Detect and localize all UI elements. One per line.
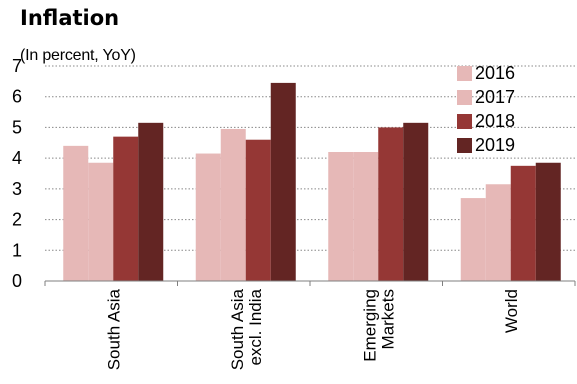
y-tick-label: 1 — [12, 240, 22, 260]
bar-2016 — [63, 145, 89, 281]
legend-swatch — [457, 137, 472, 153]
y-tick-label: 4 — [12, 148, 22, 168]
legend-item: 2016 — [457, 61, 515, 85]
legend-item: 2017 — [457, 85, 515, 109]
y-tick-label: 5 — [12, 117, 22, 137]
legend-item: 2018 — [457, 109, 515, 133]
bar-2019 — [138, 122, 164, 281]
legend-item: 2019 — [457, 133, 515, 157]
x-tick-label: Markets — [378, 289, 397, 349]
bar-2017 — [353, 152, 379, 281]
bar-2019 — [535, 162, 561, 281]
bar-2016 — [195, 153, 221, 281]
legend-swatch — [457, 89, 472, 105]
y-tick-label: 2 — [12, 210, 22, 230]
y-tick-label: 3 — [12, 179, 22, 199]
x-tick-label: Emerging — [360, 289, 379, 362]
bar-2018 — [245, 139, 271, 281]
y-tick-label: 6 — [12, 87, 22, 107]
bar-2019 — [403, 122, 429, 281]
x-tick-label: South Asia — [228, 288, 247, 370]
legend-label: 2018 — [475, 110, 516, 131]
legend-swatch — [457, 65, 472, 81]
y-tick-label: 0 — [12, 271, 22, 291]
chart-subtitle: (In percent, YoY) — [20, 47, 136, 64]
bar-2018 — [510, 165, 536, 281]
legend-swatch — [457, 113, 472, 129]
x-tick-label: excl. India — [246, 288, 265, 365]
bar-2017 — [88, 162, 114, 281]
legend-label: 2016 — [475, 62, 516, 83]
chart-title: Inflation — [20, 6, 120, 30]
x-tick-label: World — [502, 289, 521, 333]
bar-2018 — [378, 127, 404, 281]
bar-2019 — [270, 82, 296, 282]
bar-2018 — [113, 136, 139, 281]
y-tick-label: 7 — [12, 56, 22, 76]
legend-label: 2019 — [475, 134, 516, 155]
chart-legend: 2016 2017 2018 2019 — [457, 61, 515, 157]
bar-2017 — [485, 184, 511, 281]
legend-label: 2017 — [475, 86, 516, 107]
x-tick-label: South Asia — [104, 288, 123, 370]
bar-2017 — [220, 128, 246, 281]
bar-2016 — [328, 152, 354, 281]
bar-2016 — [460, 198, 486, 281]
